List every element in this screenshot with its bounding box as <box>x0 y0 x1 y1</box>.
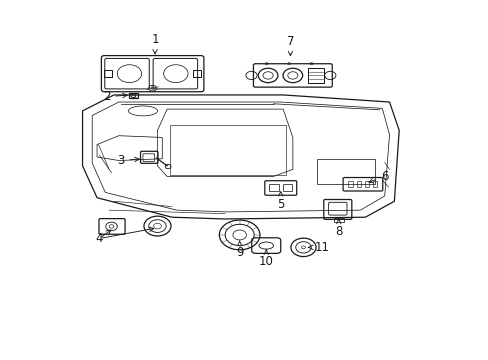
Bar <box>356 181 360 187</box>
Text: 6: 6 <box>368 170 387 183</box>
Bar <box>307 68 324 83</box>
Bar <box>104 70 112 77</box>
Bar <box>169 125 285 175</box>
Bar <box>268 184 278 192</box>
Bar <box>193 70 201 77</box>
Bar <box>129 93 138 99</box>
Text: 5: 5 <box>277 192 284 211</box>
Bar <box>372 181 377 187</box>
Bar <box>316 159 374 184</box>
Text: 10: 10 <box>258 249 273 268</box>
Text: 7: 7 <box>286 35 294 56</box>
Text: 2: 2 <box>103 90 127 103</box>
Bar <box>282 184 292 192</box>
Text: 9: 9 <box>235 240 243 259</box>
Text: 1: 1 <box>151 33 159 54</box>
Bar <box>333 217 343 222</box>
Bar <box>348 181 352 187</box>
Text: 3: 3 <box>117 154 139 167</box>
Text: 11: 11 <box>308 241 329 254</box>
Text: 8: 8 <box>334 219 342 238</box>
Bar <box>364 181 368 187</box>
Text: 4: 4 <box>96 232 103 245</box>
